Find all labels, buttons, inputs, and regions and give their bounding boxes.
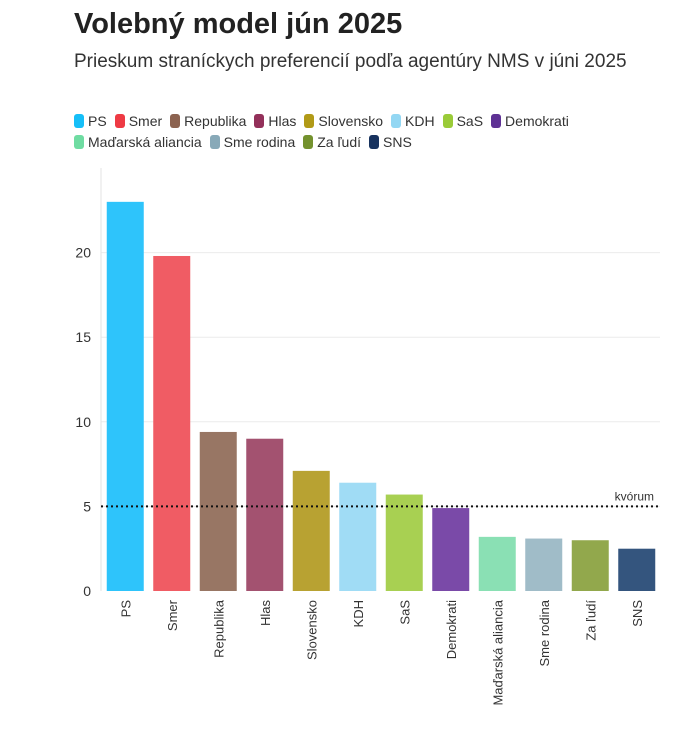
x-tick-label: Demokrati: [444, 600, 459, 659]
legend-item: Sme rodina: [209, 133, 296, 151]
legend-label: Smer: [128, 113, 163, 129]
legend-label: KDH: [405, 113, 435, 129]
bar: [385, 494, 423, 591]
x-tick-label: SNS: [630, 600, 645, 627]
y-tick-label: 15: [75, 329, 91, 345]
legend-swatch: [303, 135, 314, 149]
legend-swatch: [391, 114, 402, 128]
legend-swatch: [304, 114, 315, 128]
legend-label: PS: [88, 113, 107, 129]
bar: [618, 548, 656, 591]
bar: [246, 438, 284, 591]
legend-item: Smer: [114, 112, 163, 130]
y-tick-label: 20: [75, 245, 91, 261]
legend-swatch: [491, 114, 502, 128]
legend-label: Za ľudí: [317, 134, 362, 150]
legend-swatch: [442, 114, 453, 128]
legend-swatch: [254, 114, 265, 128]
legend-item: PS: [74, 112, 107, 130]
x-tick-label: Smer: [165, 599, 180, 631]
chart-subtitle: Prieskum straníckych preferencií podľa a…: [74, 51, 627, 72]
x-tick-label: Republika: [211, 599, 226, 658]
legend-item: Republika: [170, 112, 246, 130]
legend-swatch: [369, 135, 380, 149]
bar: [292, 470, 330, 591]
legend-label: Demokrati: [505, 113, 569, 129]
x-tick-label: PS: [118, 600, 133, 618]
bar: [478, 536, 516, 591]
x-tick-label: SaS: [397, 600, 412, 625]
threshold-label: kvórum: [615, 489, 654, 503]
legend-label: Slovensko: [318, 113, 384, 129]
bar: [571, 540, 609, 591]
bar: [525, 538, 563, 591]
bar: [339, 482, 377, 591]
bar: [106, 201, 144, 591]
legend-item: Slovensko: [304, 112, 383, 130]
y-tick-label: 10: [75, 414, 91, 430]
legend-item: Demokrati: [491, 112, 569, 130]
legend-swatch: [209, 135, 220, 149]
legend-label: Sme rodina: [223, 134, 296, 150]
legend-item: SNS: [369, 133, 412, 151]
y-tick-label: 5: [83, 498, 91, 514]
legend-swatch: [74, 114, 84, 128]
bar: [432, 508, 470, 591]
legend-swatch: [170, 114, 181, 128]
x-tick-label: Hlas: [258, 600, 273, 627]
legend-label: SNS: [383, 134, 412, 150]
y-tick-label: 0: [83, 583, 91, 599]
legend-swatch: [114, 114, 125, 128]
legend-label: Republika: [184, 113, 247, 129]
bar: [199, 431, 237, 591]
legend-label: Hlas: [268, 113, 297, 129]
x-tick-label: Sme rodina: [537, 599, 552, 666]
legend: PS Smer Republika Hlas Slovensko KDH SaS Demokr…: [74, 112, 674, 151]
legend-label: Maďarská aliancia: [88, 134, 202, 150]
x-tick-label: Za ľudí: [583, 600, 598, 641]
legend-item: KDH: [391, 112, 435, 130]
x-tick-label: Slovensko: [304, 600, 319, 660]
x-tick-label: Maďarská aliancia: [490, 599, 505, 705]
legend-item: Maďarská aliancia: [74, 133, 202, 151]
legend-label: SaS: [456, 113, 484, 129]
legend-item: Hlas: [254, 112, 296, 130]
legend-item: Za ľudí: [303, 133, 361, 151]
x-tick-label: KDH: [351, 600, 366, 627]
legend-item: SaS: [442, 112, 484, 130]
legend-swatch: [74, 135, 84, 149]
bar: [153, 255, 191, 591]
chart-title: Volebný model jún 2025: [74, 8, 403, 40]
